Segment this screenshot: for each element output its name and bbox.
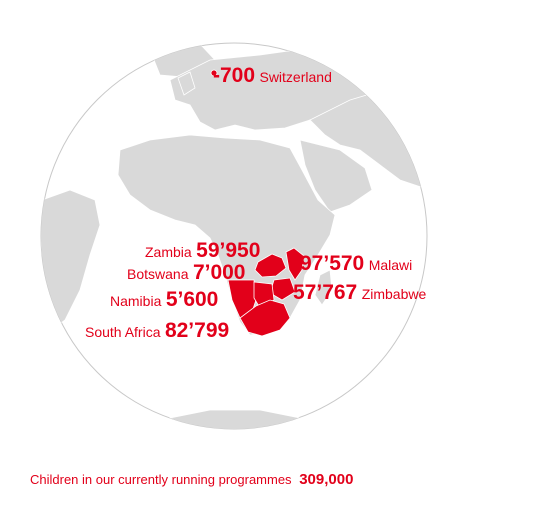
landmass-madagascar: [314, 269, 333, 306]
marker-value: 7’000: [192, 261, 246, 284]
footer-total: 309,000: [299, 471, 354, 488]
marker-south-africa: South Africa 82’799: [85, 320, 229, 341]
marker-country: South Africa: [85, 324, 161, 340]
footer-caption: Children in our currently running progra…: [30, 472, 292, 487]
marker-country: Zimbabwe: [361, 286, 427, 302]
marker-country: Switzerland: [259, 69, 332, 85]
marker-country: Malawi: [368, 257, 413, 273]
marker-switzerland: -700 Switzerland: [213, 65, 332, 86]
marker-value: 57’767: [293, 281, 358, 304]
country-switzerland: [210, 69, 218, 77]
marker-zimbabwe: 57’767 Zimbabwe: [293, 282, 426, 303]
marker-botswana: Botswana 7’000: [127, 262, 246, 283]
footer-summary: Children in our currently running progra…: [30, 471, 353, 488]
marker-value: 97’570: [300, 252, 365, 275]
marker-value: 82’799: [164, 319, 230, 342]
marker-country: Botswana: [127, 266, 189, 282]
marker-malawi: 97’570 Malawi: [300, 253, 412, 274]
marker-value: 59’950: [196, 239, 261, 262]
landmass-arabia: [299, 139, 373, 213]
marker-country: Namibia: [110, 293, 162, 309]
country-south-africa: [239, 299, 291, 337]
marker-zambia: Zambia 59’950: [145, 240, 260, 261]
country-malawi: [285, 247, 305, 281]
marker-namibia: Namibia 5’600: [110, 289, 218, 310]
marker-value: -700: [213, 64, 256, 87]
marker-value: 5’600: [165, 288, 219, 311]
landmass-british-isles: [177, 71, 196, 96]
country-zambia: [254, 253, 287, 278]
marker-country: Zambia: [145, 244, 192, 260]
